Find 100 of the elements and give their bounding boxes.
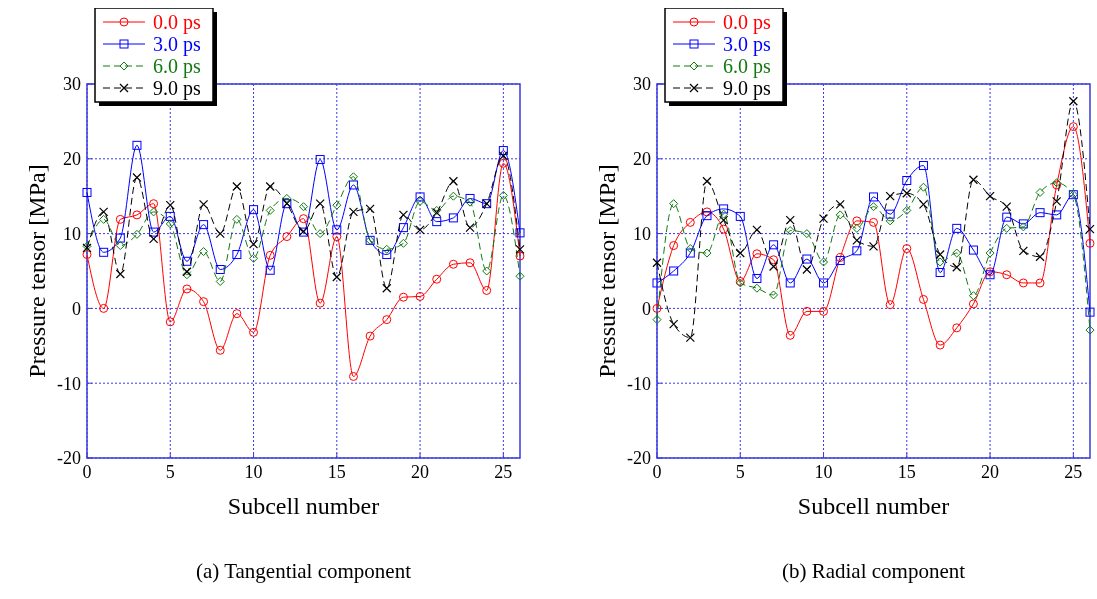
point bbox=[885, 216, 895, 226]
legend-label: 9.0 ps bbox=[723, 77, 771, 100]
text: (a) Tangential component bbox=[195, 559, 412, 583]
point bbox=[785, 330, 795, 340]
point bbox=[398, 238, 408, 248]
point bbox=[515, 271, 525, 281]
point bbox=[902, 205, 912, 215]
text: (b) Radial component bbox=[781, 559, 966, 583]
x-tick-label: 10 bbox=[814, 462, 833, 482]
point bbox=[165, 200, 175, 210]
point bbox=[852, 223, 862, 233]
point bbox=[1002, 202, 1012, 212]
point bbox=[448, 259, 458, 269]
point bbox=[215, 345, 225, 355]
y-tick-label: 30 bbox=[63, 74, 81, 95]
point bbox=[719, 224, 729, 234]
point bbox=[1035, 187, 1045, 197]
point bbox=[265, 265, 275, 275]
point bbox=[415, 291, 425, 301]
x-tick-label: 5 bbox=[735, 462, 745, 482]
point bbox=[702, 176, 712, 186]
point bbox=[465, 197, 475, 207]
point bbox=[332, 200, 342, 210]
point bbox=[199, 247, 209, 257]
point bbox=[249, 253, 259, 263]
point bbox=[702, 207, 712, 217]
point bbox=[482, 285, 492, 295]
y-axis-title: Pressure tensor [MPa] bbox=[24, 164, 50, 378]
point bbox=[498, 146, 508, 156]
point bbox=[802, 229, 812, 239]
point bbox=[265, 181, 275, 192]
point bbox=[265, 250, 275, 260]
x-axis-title: Subcell number bbox=[797, 493, 950, 519]
point bbox=[82, 187, 92, 197]
point bbox=[165, 211, 175, 221]
point bbox=[348, 207, 359, 217]
point bbox=[515, 228, 525, 238]
point bbox=[819, 278, 829, 288]
point bbox=[299, 214, 308, 224]
point bbox=[115, 269, 125, 279]
point bbox=[249, 327, 259, 337]
point bbox=[515, 244, 525, 254]
point bbox=[132, 210, 142, 220]
point bbox=[1085, 224, 1095, 234]
point bbox=[348, 172, 358, 182]
point bbox=[199, 297, 209, 307]
point bbox=[165, 317, 175, 327]
y-tick-label: -10 bbox=[57, 373, 81, 394]
x-tick-label: 15 bbox=[327, 462, 346, 482]
point bbox=[1068, 122, 1078, 132]
point bbox=[669, 266, 679, 276]
x-tick-label: 20 bbox=[981, 462, 1000, 482]
point bbox=[498, 151, 508, 161]
point bbox=[1052, 196, 1062, 207]
point bbox=[918, 182, 928, 192]
point bbox=[248, 239, 259, 249]
point bbox=[769, 255, 779, 265]
point bbox=[415, 192, 425, 202]
point bbox=[432, 274, 442, 284]
point bbox=[802, 306, 812, 316]
point bbox=[265, 205, 275, 215]
legend-label: 3.0 ps bbox=[723, 33, 771, 56]
point bbox=[465, 258, 475, 268]
point bbox=[735, 211, 745, 221]
point bbox=[952, 323, 962, 333]
point bbox=[968, 299, 978, 309]
point bbox=[1018, 246, 1028, 256]
point bbox=[315, 155, 325, 165]
y-tick-label: 0 bbox=[72, 298, 81, 319]
point bbox=[935, 249, 945, 260]
y-axis-title: Pressure tensor [MPa] bbox=[594, 164, 620, 378]
point bbox=[752, 273, 762, 283]
point bbox=[885, 209, 895, 219]
point bbox=[902, 175, 912, 185]
point bbox=[769, 240, 779, 250]
point bbox=[952, 248, 962, 258]
point bbox=[1085, 307, 1095, 317]
point bbox=[432, 217, 442, 227]
point bbox=[1052, 210, 1062, 220]
point bbox=[332, 225, 342, 235]
point bbox=[702, 211, 712, 221]
point bbox=[132, 229, 142, 239]
y-tick-label: 10 bbox=[633, 223, 651, 244]
legend-label: 0.0 ps bbox=[723, 11, 771, 34]
point bbox=[968, 175, 979, 185]
point bbox=[465, 223, 475, 233]
point bbox=[785, 226, 795, 236]
point bbox=[132, 140, 142, 150]
point bbox=[785, 278, 795, 288]
point bbox=[415, 196, 425, 206]
point bbox=[669, 199, 679, 209]
point bbox=[115, 233, 125, 243]
point bbox=[902, 188, 912, 198]
point bbox=[1035, 208, 1045, 218]
x-tick-label: 15 bbox=[897, 462, 916, 482]
point bbox=[199, 220, 209, 230]
point bbox=[382, 244, 392, 254]
point bbox=[315, 298, 325, 308]
point bbox=[415, 225, 425, 235]
point bbox=[935, 268, 945, 277]
